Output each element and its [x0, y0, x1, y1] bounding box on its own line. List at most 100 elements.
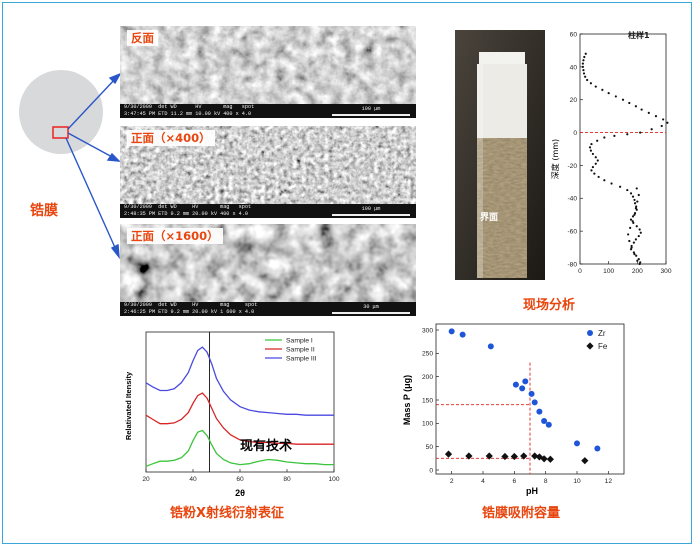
depth-xtick-label: 200	[632, 268, 643, 275]
sem-det-header: det	[158, 302, 168, 308]
depth-point	[596, 139, 599, 142]
depth-point	[601, 88, 604, 91]
adsorption-point-zr	[459, 331, 466, 338]
depth-point	[614, 95, 617, 98]
sem-date: 9/30/2009	[124, 104, 153, 110]
sem-spot-header: spot	[244, 302, 258, 308]
xrd-xtick-label: 100	[328, 476, 339, 483]
adsorption-point-fe	[485, 452, 493, 460]
sem-wd: 9.2 mm	[170, 308, 190, 315]
depth-point	[607, 92, 610, 95]
sem-mag-header: mag	[220, 302, 230, 308]
arrow-to-front-400	[67, 132, 115, 159]
sem-scale-label: 100 μm	[361, 205, 381, 212]
adsorption-point-zr	[536, 408, 543, 415]
sem-mag: 400 x	[220, 210, 236, 217]
depth-ytick-label: -60	[567, 229, 577, 236]
sem-tag-front-400: 正面（×400）	[127, 130, 215, 146]
adsorption-ytick-label: 250	[422, 351, 433, 358]
depth-point	[635, 187, 638, 190]
sem-time: 2:46:25 PM	[124, 308, 156, 315]
adsorption-point-fe	[501, 452, 509, 461]
adsorption-xtick-label: 6	[512, 478, 516, 485]
depth-point	[632, 241, 635, 244]
sem-scale-label: 30 μm	[363, 303, 379, 310]
sem-spot-header: spot	[241, 104, 255, 110]
field-caption: 现场分析	[523, 298, 576, 313]
xrd-series-line-2	[145, 392, 334, 445]
depth-point	[634, 238, 637, 241]
depth-point	[637, 193, 640, 197]
adsorption-xtick-label: 2	[450, 478, 454, 485]
depth-ytick-label: 60	[570, 31, 578, 38]
xrd-xlabel: 2θ	[235, 488, 245, 498]
core-photo-drawing	[455, 30, 545, 280]
sem-image-front-1600: 正面（×1600） 9/30/2009 2:46:25 PM det ETD WD 9…	[120, 224, 416, 316]
depth-point	[629, 226, 632, 229]
adsorption-points	[444, 328, 601, 465]
depth-axes: -80 -60 -40 -20 0 20 40 60 0 100 200 300	[567, 31, 671, 275]
depth-point	[591, 165, 594, 169]
sem-time: 3:47:45 PM	[124, 110, 156, 117]
adsorption-legend: Zr Fe	[586, 329, 608, 351]
depth-profile-chart: -80 -60 -40 -20 0 20 40 60 0 100 200 300 柱样1 深度 (mm…	[550, 30, 672, 275]
sem-mag: 1 600 x	[220, 308, 242, 315]
depth-point	[589, 82, 592, 85]
depth-point	[582, 69, 585, 72]
depth-point	[635, 208, 638, 211]
xrd-series-line-1	[145, 429, 334, 467]
adsorption-point-zr	[531, 399, 538, 406]
sem-mag-header: mag	[223, 104, 233, 110]
sem-wd: 11.2 mm	[170, 110, 193, 117]
sem-info-bar-back: 9/30/2009 3:47:45 PM det ETD WD 11.2 mm HV 1…	[120, 104, 416, 118]
depth-point	[633, 213, 636, 216]
sem-spot: 4.0	[244, 308, 255, 315]
adsorption-ytick-label: 100	[422, 421, 433, 428]
sem-spot: 4.0	[238, 210, 248, 217]
depth-ytick-label: 20	[570, 97, 578, 104]
depth-point	[634, 207, 637, 210]
xrd-legend-label: Sample III	[286, 355, 317, 362]
sem-image-front-400: 正面（×400） 9/30/2009 2:48:35 PM det ETD WD 9.…	[120, 126, 416, 218]
adsorption-point-zr	[528, 390, 535, 397]
depth-point	[603, 179, 606, 182]
depth-point	[630, 244, 633, 248]
sem-wd-header: WD	[170, 302, 177, 308]
depth-point	[582, 59, 585, 62]
xrd-legend-label: Sample I	[286, 337, 313, 344]
adsorption-legend-label: Zr	[598, 329, 606, 338]
depth-point	[590, 169, 593, 172]
depth-point	[647, 111, 650, 114]
depth-point	[594, 162, 597, 165]
adsorption-legend-marker	[586, 342, 594, 350]
core-tube-cap	[479, 52, 525, 64]
depth-ylabel: 深度 (mm)	[550, 139, 560, 179]
depth-point	[619, 185, 622, 188]
xrd-caption: 锆粉X射线衍射表征	[170, 506, 285, 521]
core-water-layer	[477, 64, 527, 140]
adsorption-legend-marker	[587, 330, 593, 336]
adsorption-axes: 0 50 100 150 200 250 300 2 4 6 8 10 12	[422, 323, 625, 485]
arrowhead-back	[108, 72, 122, 85]
depth-point	[584, 75, 587, 78]
adsorption-point-zr	[522, 378, 529, 385]
sem-mag: 400 x	[223, 110, 239, 117]
depth-point	[588, 146, 592, 149]
sem-texture-back	[120, 26, 416, 104]
depth-point	[594, 156, 597, 159]
film-label: 锆膜	[30, 203, 58, 219]
arrow-to-front-1600	[65, 137, 118, 253]
depth-point	[594, 85, 597, 88]
adsorption-xtick-label: 12	[605, 478, 613, 485]
depth-point	[626, 188, 629, 192]
pointer-arrows	[65, 72, 122, 260]
xrd-legend-label: Sample II	[286, 346, 315, 353]
sem-hv-header: HV	[192, 204, 199, 210]
depth-point	[639, 131, 642, 134]
depth-point	[633, 202, 637, 205]
depth-point	[593, 172, 596, 175]
sem-hv-header: HV	[195, 104, 202, 110]
adsorption-point-fe	[510, 452, 518, 461]
